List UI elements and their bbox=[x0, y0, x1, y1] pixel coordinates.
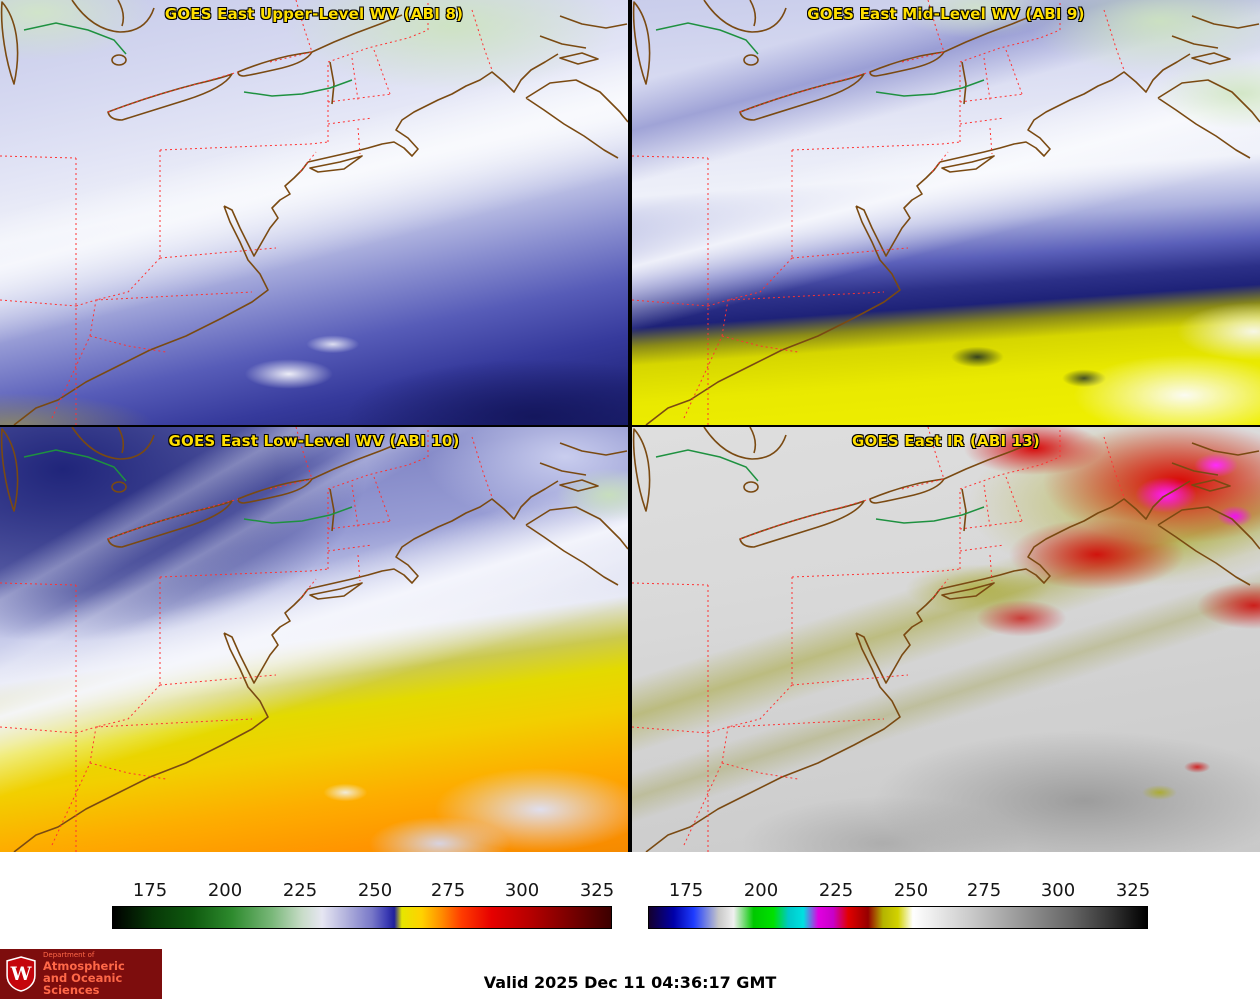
satellite-image-abi8 bbox=[0, 0, 628, 425]
crest-letter: W bbox=[10, 964, 33, 985]
colorbar-tick: 175 bbox=[132, 880, 168, 901]
satellite-image-abi10 bbox=[0, 427, 628, 852]
map-borders-overlay bbox=[0, 427, 628, 852]
colorbar-tick: 250 bbox=[357, 880, 393, 901]
colorbar-tick: 225 bbox=[818, 880, 854, 901]
panel-ir: GOES East IR (ABI 13) bbox=[632, 427, 1260, 852]
footer: W Department of Atmospheric and Oceanic … bbox=[0, 929, 1260, 999]
valid-time: Valid 2025 Dec 11 04:36:17 GMT bbox=[483, 973, 777, 992]
satellite-image-abi9 bbox=[632, 0, 1260, 425]
panel-title: GOES East Low-Level WV (ABI 10) bbox=[168, 432, 460, 450]
logo-text: Department of Atmospheric and Oceanic Sc… bbox=[43, 951, 162, 997]
uw-aos-logo: W Department of Atmospheric and Oceanic … bbox=[0, 949, 162, 999]
colorbar-row: 175 200 225 250 275 300 325 175 200 225 … bbox=[0, 878, 1260, 929]
panel-low-level-wv: GOES East Low-Level WV (ABI 10) bbox=[0, 427, 628, 852]
panel-mid-level-wv: GOES East Mid-Level WV (ABI 9) bbox=[632, 0, 1260, 425]
colorbar-tick: 325 bbox=[1115, 880, 1151, 901]
satellite-grid: GOES East Upper-Level WV (ABI 8) GOES Ea… bbox=[0, 0, 1260, 852]
colorbar-tick: 175 bbox=[668, 880, 704, 901]
panel-title: GOES East IR (ABI 13) bbox=[851, 432, 1040, 450]
panel-title: GOES East Mid-Level WV (ABI 9) bbox=[807, 5, 1085, 23]
ir-colorbar: 175 200 225 250 275 300 325 bbox=[648, 878, 1151, 929]
wv-colorbar-ticks: 175 200 225 250 275 300 325 bbox=[112, 878, 615, 906]
panel-upper-level-wv: GOES East Upper-Level WV (ABI 8) bbox=[0, 0, 628, 425]
map-borders-overlay bbox=[0, 0, 628, 425]
colorbar-tick: 275 bbox=[966, 880, 1002, 901]
map-borders-overlay bbox=[632, 427, 1260, 852]
wv-colorbar: 175 200 225 250 275 300 325 bbox=[112, 878, 615, 929]
ir-colorbar-ticks: 175 200 225 250 275 300 325 bbox=[648, 878, 1151, 906]
colorbar-tick: 250 bbox=[893, 880, 929, 901]
colorbar-tick: 275 bbox=[430, 880, 466, 901]
colorbar-tick: 300 bbox=[504, 880, 540, 901]
logo-name-line2: and Oceanic Sciences bbox=[43, 970, 123, 997]
uw-crest-icon: W bbox=[6, 956, 36, 992]
logo-dept-line: Department of bbox=[43, 951, 95, 960]
colorbar-tick: 225 bbox=[282, 880, 318, 901]
logo-name-line1: Atmospheric bbox=[43, 958, 125, 973]
colorbar-tick: 325 bbox=[579, 880, 615, 901]
panel-title: GOES East Upper-Level WV (ABI 8) bbox=[164, 5, 464, 23]
satellite-image-abi13 bbox=[632, 427, 1260, 852]
colorbar-tick: 200 bbox=[207, 880, 243, 901]
wv-colorbar-gradient bbox=[112, 906, 612, 929]
colorbar-tick: 300 bbox=[1040, 880, 1076, 901]
colorbar-tick: 200 bbox=[743, 880, 779, 901]
ir-colorbar-gradient bbox=[648, 906, 1148, 929]
map-borders-overlay bbox=[632, 0, 1260, 425]
